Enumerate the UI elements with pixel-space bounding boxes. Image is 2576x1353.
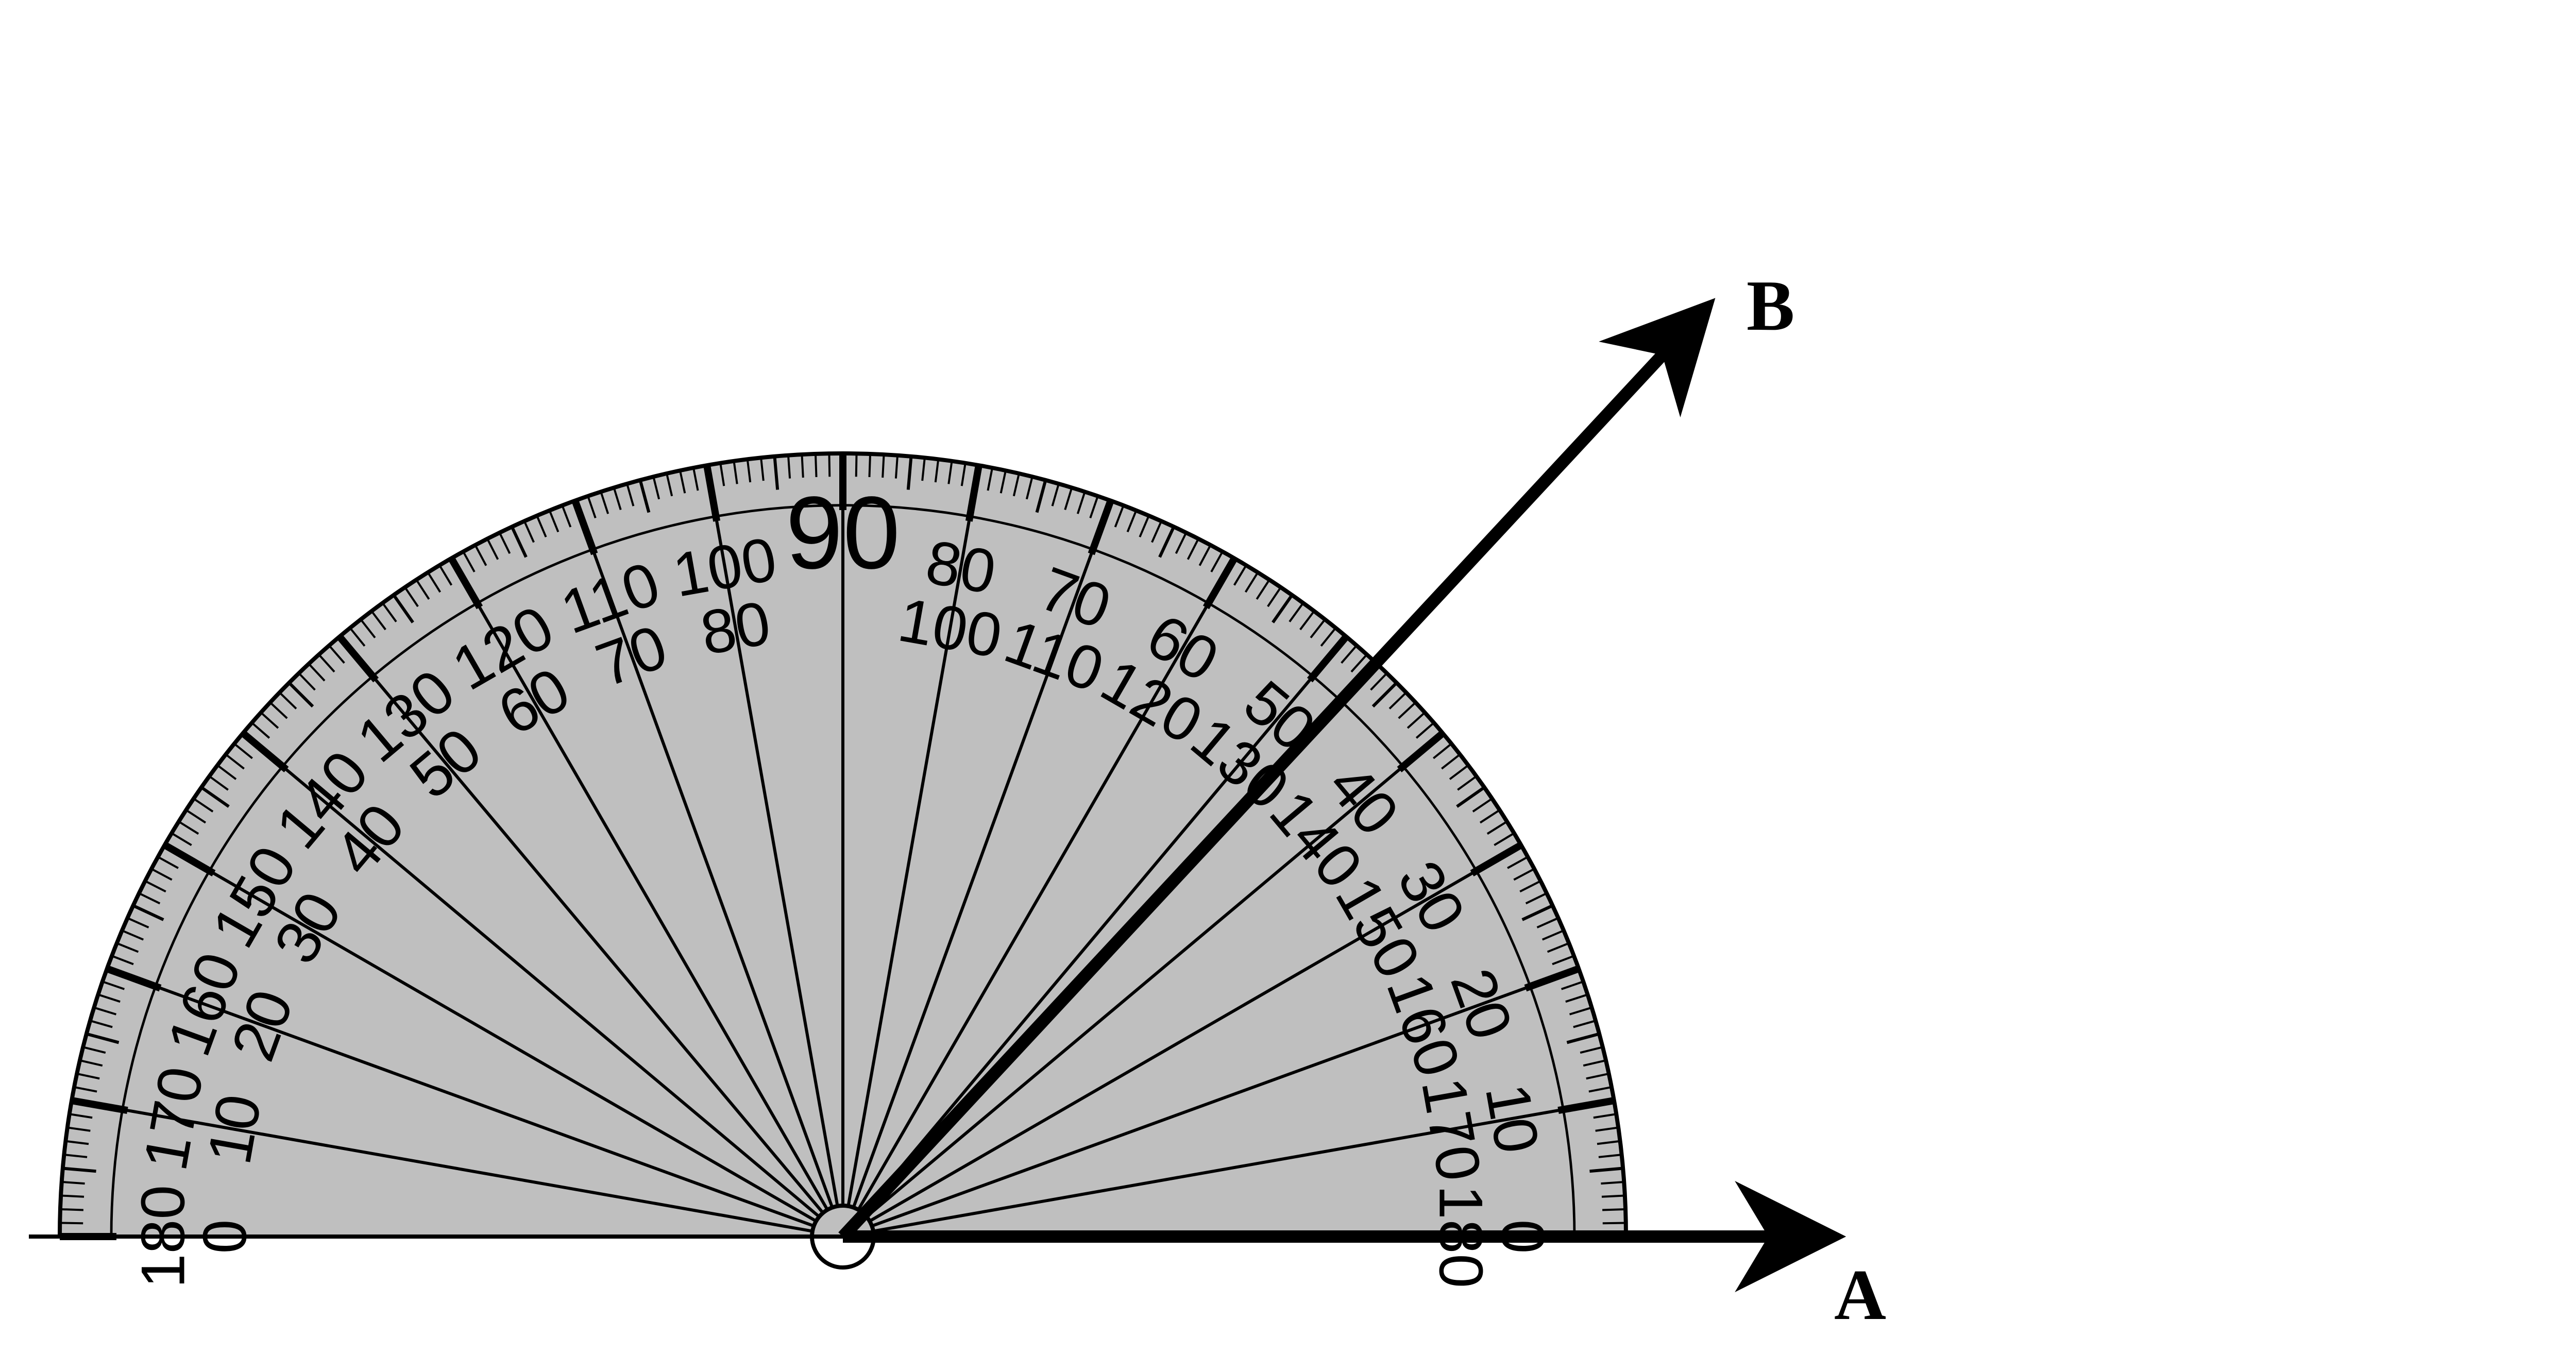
tick: [856, 453, 857, 477]
scale-number: 180: [129, 1185, 198, 1288]
ray-label-b: B: [1747, 266, 1794, 346]
tick: [61, 1195, 84, 1196]
tick: [816, 454, 817, 477]
tick: [869, 454, 870, 477]
ray-label-a: A: [1834, 1255, 1886, 1335]
tick: [883, 454, 884, 478]
tick: [60, 1209, 83, 1210]
scale-number: 0: [191, 1220, 260, 1254]
tick: [1602, 1209, 1625, 1210]
scale-number: 80: [696, 588, 775, 668]
scale-number: 10: [194, 1089, 274, 1169]
protractor-diagram: 0102030405060708090100110120130140150160…: [0, 0, 2576, 1353]
tick: [802, 454, 803, 478]
scale-number: 90: [786, 476, 900, 590]
tick: [1602, 1195, 1625, 1196]
